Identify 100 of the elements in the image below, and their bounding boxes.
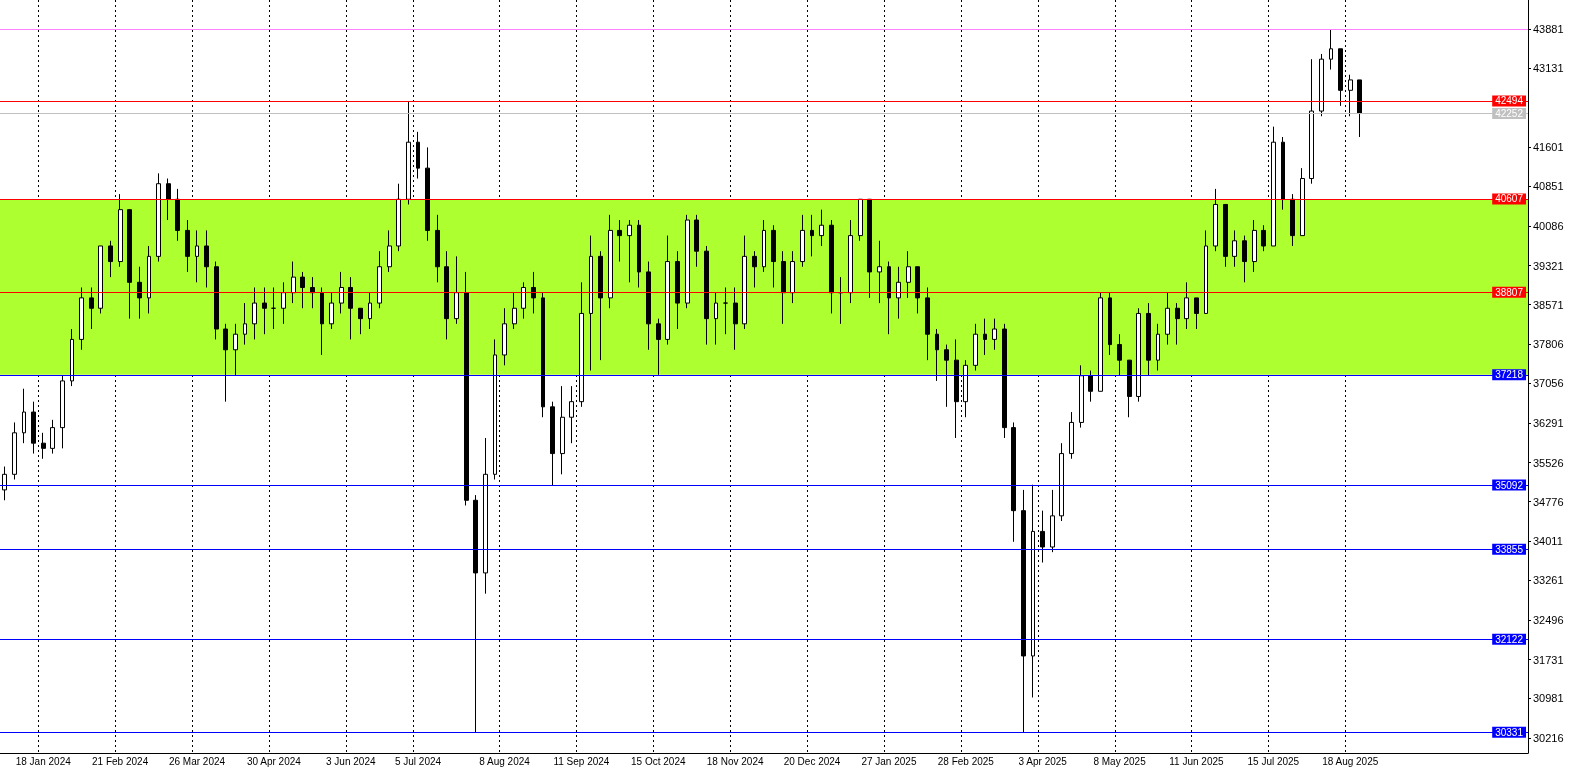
candlestick (1117, 333, 1122, 377)
candlestick (1213, 188, 1218, 252)
y-tick-label: 36291 (1533, 416, 1564, 429)
x-tick-label: 18 Nov 2024 (706, 755, 764, 767)
y-tick-label: 35526 (1533, 456, 1564, 469)
candlestick (685, 214, 690, 309)
y-tick-label: 40086 (1533, 219, 1564, 232)
candlestick (771, 224, 776, 288)
candlestick (1021, 489, 1026, 733)
candlestick (675, 250, 680, 330)
x-tick-label: 20 Dec 2024 (783, 755, 841, 767)
candlestick (1300, 167, 1305, 237)
candlestick (800, 214, 805, 268)
y-tick-label: 38571 (1533, 298, 1564, 311)
candlestick (665, 235, 670, 346)
candlestick (733, 287, 738, 351)
candlestick (281, 281, 286, 325)
candlestick (1156, 323, 1160, 372)
candlestick (1252, 219, 1257, 273)
candlestick (291, 261, 296, 304)
candlestick (1098, 292, 1103, 392)
candlestick (1165, 292, 1170, 346)
x-tick-label: 3 Apr 2025 (1018, 755, 1068, 767)
x-tick-label: 11 Sep 2024 (553, 755, 610, 767)
candlestick (694, 214, 699, 268)
x-tick-label: 15 Oct 2024 (631, 755, 686, 767)
candlestick (704, 245, 709, 346)
candlestick (368, 292, 372, 330)
candlestick (271, 287, 276, 330)
ref-line-label: 30331 (1495, 726, 1524, 738)
candlestick (1184, 281, 1189, 330)
x-tick-label: 28 Feb 2025 (937, 755, 995, 767)
candlestick (444, 250, 449, 340)
candlestick (502, 307, 507, 366)
candlestick (50, 419, 55, 455)
candlestick (185, 219, 190, 273)
candlestick (598, 250, 603, 361)
candlestick (473, 494, 478, 733)
ref-line-label: 42252 (1495, 108, 1524, 120)
candlestick (1357, 79, 1362, 138)
x-tick-label: 5 Jul 2024 (394, 755, 442, 767)
y-tick-label: 41601 (1533, 141, 1564, 154)
candlestick (1204, 229, 1208, 314)
candlestick (762, 219, 766, 273)
candlestick (377, 250, 382, 309)
candlestick (896, 266, 901, 320)
candlestick (12, 421, 17, 481)
x-tick-label: 18 Jan 2024 (15, 755, 72, 767)
candlestick (608, 214, 613, 309)
candlestick (560, 385, 565, 475)
candlestick (483, 437, 488, 595)
x-tick-label: 8 Aug 2024 (479, 755, 531, 767)
ref-line-label: 42494 (1495, 95, 1524, 107)
candlestick (1136, 307, 1141, 403)
candlestick (195, 229, 199, 283)
candlestick (656, 318, 661, 376)
x-tick-label: 30 Apr 2024 (246, 755, 302, 767)
candlestick (339, 271, 344, 314)
candlestick (348, 276, 353, 340)
candlestick (435, 214, 440, 283)
candlestick (829, 219, 834, 314)
candlestick (425, 146, 430, 242)
candlestick (954, 338, 959, 439)
ref-line-label: 37218 (1495, 369, 1524, 381)
candlestick (233, 323, 238, 377)
candlestick (1261, 224, 1266, 252)
candlestick (127, 209, 132, 320)
candlestick (1050, 489, 1055, 553)
candlestick (1127, 359, 1132, 418)
candlestick (358, 307, 363, 335)
candlestick (589, 235, 593, 372)
candlestick (1232, 229, 1237, 268)
candlestick (396, 183, 401, 252)
ref-line-label: 35092 (1495, 479, 1524, 491)
y-tick-label: 43881 (1533, 23, 1564, 36)
y-tick-label: 30981 (1533, 692, 1564, 705)
y-tick-label: 31731 (1533, 653, 1564, 666)
candlestick (464, 271, 469, 506)
y-tick-label: 43131 (1533, 61, 1564, 74)
candlestick (1309, 58, 1314, 185)
candlestick (214, 261, 219, 340)
candlestick (906, 250, 911, 299)
candlestick (156, 172, 161, 263)
candlestick (2, 466, 7, 501)
candlestick (1194, 297, 1199, 330)
candlestick (915, 266, 920, 314)
candlestick (521, 281, 526, 320)
candlestick (454, 255, 459, 325)
candlestick (1146, 302, 1151, 377)
candlestick (387, 229, 392, 273)
candlestick (1011, 421, 1016, 543)
candlestick (98, 245, 103, 314)
candlestick (1281, 136, 1285, 211)
candlestick (867, 198, 872, 299)
candlestick (790, 250, 795, 304)
ref-line-label: 33855 (1495, 543, 1524, 555)
candlestick (108, 240, 113, 278)
y-tick-label: 37806 (1533, 338, 1564, 351)
candlestick (1108, 292, 1112, 356)
candlestick (819, 209, 824, 247)
